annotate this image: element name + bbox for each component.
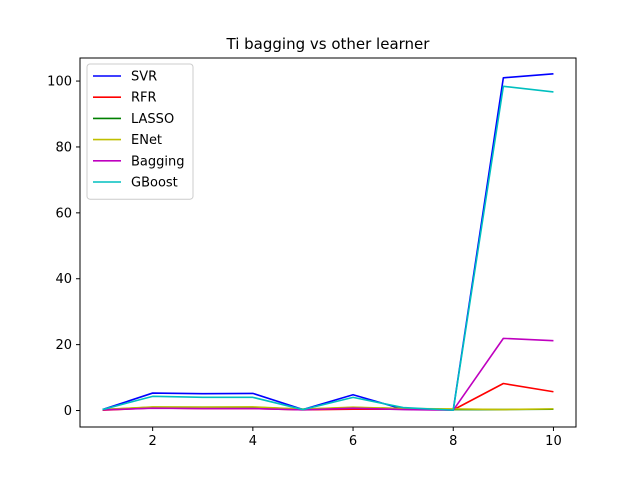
legend-label: LASSO — [131, 112, 174, 127]
y-tick-label: 0 — [64, 404, 72, 419]
x-tick-label: 2 — [149, 434, 157, 449]
series-lines — [102, 73, 554, 412]
x-tick-label: 4 — [249, 434, 257, 449]
series-line-bagging — [102, 337, 554, 412]
series-line-enet — [102, 406, 554, 411]
x-tick-label: 6 — [349, 434, 357, 449]
x-tick-label: 8 — [449, 434, 457, 449]
legend-label: Bagging — [131, 154, 185, 169]
y-axis: 0 20 40 60 80 100 — [47, 75, 80, 419]
legend-label: RFR — [131, 91, 157, 106]
plot-frame — [79, 57, 577, 428]
x-tick-label: 10 — [545, 434, 562, 449]
y-tick-label: 100 — [47, 75, 72, 90]
y-tick-label: 20 — [55, 338, 72, 353]
legend: SVR RFR LASSO ENet Bagging GBoost — [86, 63, 194, 200]
series-line-gboost — [102, 85, 554, 412]
y-tick-label: 80 — [55, 140, 72, 155]
legend-label: SVR — [131, 70, 157, 85]
legend-label: GBoost — [131, 176, 178, 191]
x-axis: 2 4 6 8 10 — [149, 427, 562, 449]
chart-title: Ti bagging vs other learner — [226, 35, 431, 53]
y-tick-label: 40 — [55, 272, 72, 287]
legend-label: ENet — [131, 133, 162, 148]
y-tick-label: 60 — [55, 206, 72, 221]
